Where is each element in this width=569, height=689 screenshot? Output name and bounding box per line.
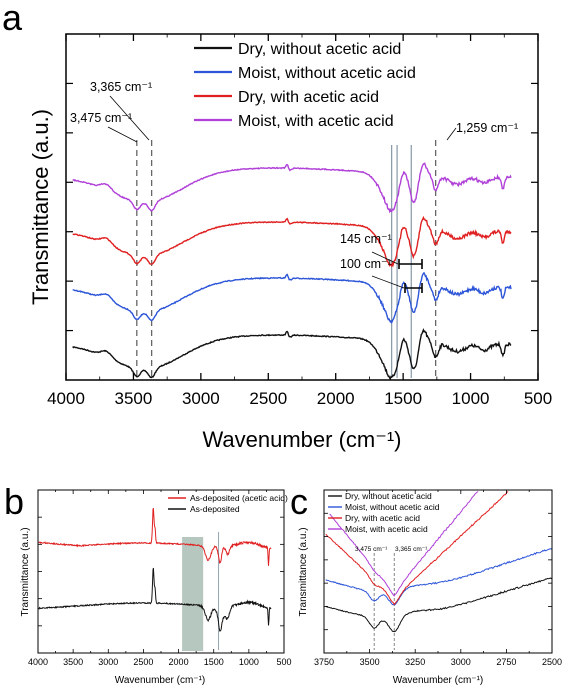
- chart-panel-b: 4000 3500 3000 2500 2000 1500 1000 500 As-depos…: [20, 489, 292, 686]
- x-tick-label: 4000: [47, 389, 85, 408]
- series-line-b-plain: [38, 567, 272, 632]
- series-line-c-moist-with-acetic-acid: [329, 491, 479, 597]
- panel-label-c: c: [290, 481, 308, 522]
- x-tick-label: 2500: [249, 389, 287, 408]
- x-tick-label: 1000: [452, 389, 490, 408]
- leader-1259: [446, 127, 457, 141]
- x-tick-label: 4000: [28, 657, 48, 667]
- y-axis-title-c: Transmittance (a.u.): [298, 527, 309, 616]
- x-tick-label: 500: [276, 657, 291, 667]
- legend-label-c-dry-without: Dry, without acetic acid: [345, 491, 432, 501]
- series-line-moist-with-acetic-acid: [72, 162, 512, 214]
- x-tick-label: 1000: [239, 657, 259, 667]
- annotation-3365-a: 3,365 cm⁻¹: [90, 80, 152, 94]
- x-tick-label: 2750: [496, 657, 516, 667]
- leader-3475: [107, 126, 138, 143]
- x-tick-label: 3000: [451, 657, 471, 667]
- x-axis-title-b: Wavenumber (cm⁻¹): [115, 675, 205, 686]
- series-line-dry-without-acetic-acid: [72, 328, 512, 381]
- legend-label-c-dry-with: Dry, with acetic acid: [345, 513, 420, 523]
- annotation-100-a: 100 cm⁻¹: [340, 257, 392, 271]
- legend-label-c-moist-without: Moist, without acetic acid: [345, 502, 440, 512]
- legend-label-as-deposited: As-deposited: [190, 504, 240, 514]
- annotation-3365-c: 3,365 cm⁻¹: [395, 546, 428, 553]
- x-tick-label: 3000: [98, 657, 118, 667]
- leader-3365: [109, 95, 150, 141]
- annotation-3475-a: 3,475 cm⁻¹: [70, 111, 132, 125]
- y-axis-title-a: Transmittance (a.u.): [28, 109, 53, 305]
- x-tick-label: 3500: [360, 657, 380, 667]
- x-tick-label: 3000: [182, 389, 220, 408]
- y-axis-title-b: Transmittance (a.u.): [20, 527, 31, 616]
- annotation-3475-c: 3,475 cm⁻¹: [355, 546, 388, 553]
- legend-label-moist-without: Moist, without acetic acid: [238, 65, 416, 82]
- x-axis-title-c: Wavenumber (cm⁻¹): [393, 675, 483, 686]
- legend-label-dry-with: Dry, with acetic acid: [238, 89, 379, 106]
- panel-label-b: b: [4, 481, 24, 522]
- x-tick-label: 500: [524, 389, 552, 408]
- chart-panel-a: 4000 3500 3000 2500 2000 1500 1000 500 3,365 cm…: [28, 33, 552, 452]
- series-line-moist-without-acetic-acid: [72, 271, 512, 325]
- series-line-b-acetic: [38, 507, 272, 566]
- x-tick-label: 1500: [204, 657, 224, 667]
- annotation-145-a: 145 cm⁻¹: [340, 232, 392, 246]
- x-tick-label: 3500: [63, 657, 83, 667]
- series-line-c-dry-without-acetic-acid: [325, 577, 553, 633]
- x-tick-label: 2500: [542, 657, 562, 667]
- x-tick-label: 1500: [384, 389, 422, 408]
- legend-label-moist-with: Moist, with acetic acid: [238, 113, 394, 130]
- x-tick-label: 3500: [115, 389, 153, 408]
- x-tick-label: 2000: [169, 657, 189, 667]
- x-tick-label: 2500: [133, 657, 153, 667]
- x-tick-label: 3750: [314, 657, 334, 667]
- panel-label-a: a: [2, 0, 23, 38]
- x-tick-label: 2000: [317, 389, 355, 408]
- series-line-dry-with-acetic-acid: [72, 215, 512, 268]
- leader-100: [371, 275, 405, 289]
- legend-label-as-deposited-acetic: As-deposited (acetic acid): [190, 493, 288, 503]
- x-tick-label: 3250: [405, 657, 425, 667]
- leader-145: [371, 251, 399, 265]
- annotation-1259-a: 1,259 cm⁻¹: [456, 121, 518, 135]
- plot-frame-b: [37, 489, 285, 654]
- x-axis-title-a: Wavenumber (cm⁻¹): [202, 427, 401, 452]
- legend-label-dry-without: Dry, without acetic acid: [238, 41, 401, 58]
- legend-label-c-moist-with: Moist, with acetic acid: [345, 524, 428, 534]
- shaded-region-b: [182, 537, 204, 651]
- series-line-c-dry-with-acetic-acid: [325, 491, 509, 606]
- series-line-c-moist-without-acetic-acid: [325, 548, 553, 606]
- chart-panel-c: 3750 3500 3250 3000 2750 2500 Dry, without ac…: [298, 489, 562, 686]
